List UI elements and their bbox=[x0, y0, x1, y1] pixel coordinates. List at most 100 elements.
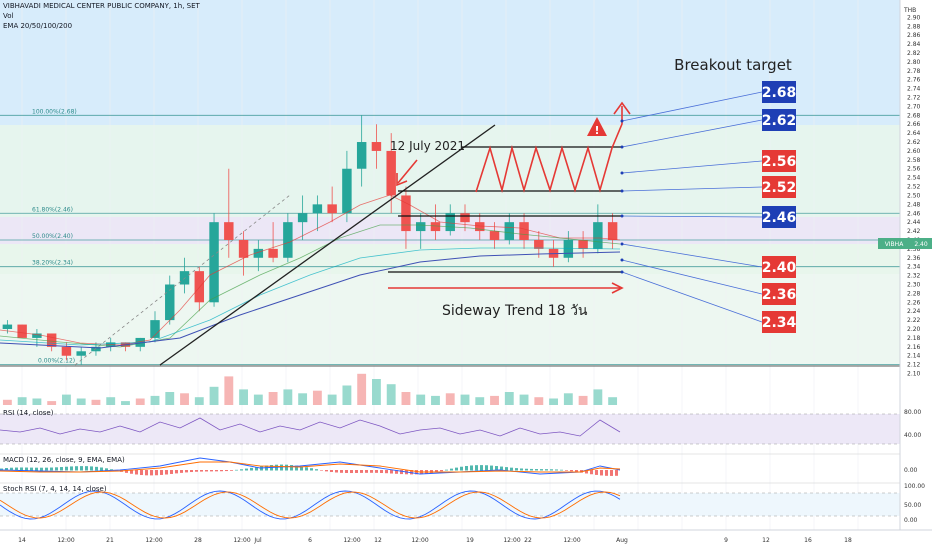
target-box bbox=[762, 150, 796, 172]
target-value: 2.56 bbox=[762, 154, 797, 170]
time-tick: 16 bbox=[804, 537, 812, 544]
rsi-label: RSI (14, close) bbox=[3, 409, 54, 417]
price-tick: 2.56 bbox=[907, 166, 921, 173]
indicator-tick: 50.00 bbox=[904, 502, 921, 509]
macd-bar bbox=[50, 467, 53, 471]
target-connector bbox=[621, 91, 763, 122]
macd-bar bbox=[15, 467, 18, 471]
candle bbox=[312, 195, 323, 232]
rsi-band bbox=[0, 414, 900, 444]
volume-bar bbox=[253, 394, 263, 405]
target-labels: 2.68 2.62 2.56 2.52 2.46 2.40 2.36 2.34 bbox=[762, 81, 797, 333]
candles bbox=[2, 115, 618, 365]
candle-body bbox=[46, 333, 57, 347]
macd-bar bbox=[75, 466, 78, 471]
candle bbox=[76, 346, 86, 365]
volume-bar bbox=[180, 393, 189, 405]
price-tick: 2.42 bbox=[907, 228, 921, 235]
candle bbox=[460, 204, 470, 232]
price-tick: 2.62 bbox=[907, 139, 921, 146]
macd-bar bbox=[245, 468, 248, 471]
macd-bar bbox=[105, 468, 108, 471]
time-tick: 12:00 bbox=[145, 537, 162, 544]
target-point bbox=[620, 189, 624, 193]
time-tick: 12:00 bbox=[343, 537, 360, 544]
price-tick: 2.46 bbox=[907, 210, 921, 217]
price-tick: 2.10 bbox=[907, 371, 921, 378]
target-box bbox=[762, 81, 796, 103]
ema-200 bbox=[0, 251, 621, 349]
volume-bar bbox=[165, 392, 175, 405]
macd-bar bbox=[305, 467, 308, 471]
macd-bar bbox=[190, 470, 193, 473]
target-value: 2.36 bbox=[762, 287, 797, 303]
target-value: 2.62 bbox=[762, 113, 797, 129]
fib-label: 50.00%(2.40) bbox=[32, 233, 73, 240]
fib-label: 100.00%(2.68) bbox=[32, 108, 77, 115]
macd-bar bbox=[45, 467, 48, 471]
target-connector bbox=[621, 119, 763, 148]
macd-bar bbox=[100, 467, 103, 471]
candle-body bbox=[253, 248, 264, 258]
price-tick: 2.20 bbox=[907, 326, 921, 333]
warning-mark: ! bbox=[594, 124, 599, 137]
volume-bar bbox=[194, 397, 204, 405]
target-value: 2.34 bbox=[762, 315, 797, 331]
price-tick: 2.28 bbox=[907, 290, 921, 297]
macd-bar bbox=[540, 469, 543, 471]
price-tick: 2.74 bbox=[907, 86, 921, 93]
macd-bar bbox=[375, 470, 378, 473]
candle-body bbox=[445, 213, 455, 232]
macd-bar bbox=[200, 470, 203, 472]
volume-bar bbox=[549, 398, 558, 405]
indicator-axes: 80.00 40.00 0.00 100.00 50.00 0.00 bbox=[904, 409, 925, 524]
breakout-arrowhead bbox=[613, 101, 631, 115]
volume-bar bbox=[121, 401, 130, 405]
macd-bar bbox=[385, 470, 388, 474]
candle bbox=[268, 222, 278, 263]
fib-zone-upper bbox=[0, 125, 900, 217]
macd-bar bbox=[325, 470, 328, 472]
volume-bar bbox=[106, 397, 116, 405]
trend-line bbox=[159, 124, 496, 366]
ema-50 bbox=[0, 224, 621, 348]
price-tick: 2.48 bbox=[907, 201, 921, 208]
candle bbox=[32, 329, 42, 347]
candle-body bbox=[91, 346, 101, 352]
macd-bar bbox=[510, 467, 513, 471]
volume-bar bbox=[475, 397, 485, 405]
stoch-d bbox=[0, 491, 621, 519]
macd-bar bbox=[125, 470, 128, 473]
price-tick: 2.24 bbox=[907, 308, 921, 315]
candle-body bbox=[327, 204, 337, 214]
target-point bbox=[620, 258, 624, 262]
volume-bar bbox=[268, 392, 278, 405]
macd-bar bbox=[205, 470, 208, 472]
indicator-tick: 40.00 bbox=[904, 432, 921, 439]
macd-bar bbox=[535, 469, 538, 471]
macd-bar bbox=[415, 470, 418, 475]
macd-bar bbox=[315, 469, 318, 471]
volume-bar bbox=[490, 395, 499, 405]
candle bbox=[17, 324, 27, 338]
macd-label: MACD (12, 26, close, 9, EMA, EMA) bbox=[3, 456, 125, 464]
candle-body bbox=[150, 320, 160, 338]
volume-bar bbox=[504, 392, 514, 405]
volume-bar bbox=[534, 397, 544, 405]
volume-bar bbox=[150, 395, 160, 405]
macd-bar bbox=[230, 470, 233, 471]
target-value: 2.52 bbox=[762, 180, 797, 196]
macd-bar bbox=[225, 470, 228, 472]
macd-bar bbox=[250, 467, 253, 471]
macd-bar bbox=[530, 468, 533, 471]
candle-body bbox=[342, 168, 352, 214]
macd-bar bbox=[565, 470, 568, 471]
price-tick: 2.34 bbox=[907, 264, 921, 271]
time-tick: 18 bbox=[844, 537, 852, 544]
candle-body bbox=[593, 222, 603, 249]
candle-body bbox=[607, 222, 618, 240]
macd-bar bbox=[435, 470, 438, 473]
price-tick: 2.36 bbox=[907, 255, 921, 262]
macd-bar bbox=[455, 467, 458, 471]
candle-body bbox=[534, 239, 544, 249]
